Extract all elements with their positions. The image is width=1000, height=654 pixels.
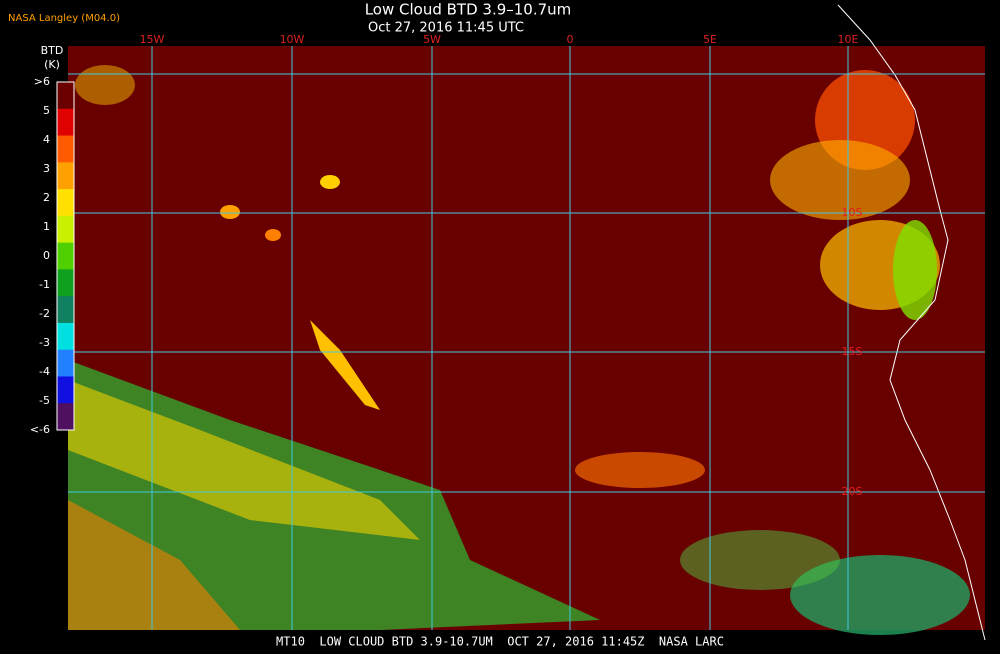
longitude-label: 15W <box>140 33 165 46</box>
colorbar-swatch <box>57 162 74 190</box>
footer: MT10 LOW CLOUD BTD 3.9-10.7UM OCT 27, 20… <box>276 635 724 649</box>
cloud-cell <box>320 175 340 189</box>
cloud-band <box>68 380 420 540</box>
colorbar-frame <box>56 81 75 431</box>
cloud-patch <box>575 452 705 488</box>
longitude-label: 10W <box>280 33 305 46</box>
colorbar-label: 4 <box>43 133 50 146</box>
colorbar-label: 3 <box>43 162 50 175</box>
colorbar-label: 1 <box>43 220 50 233</box>
colorbar-swatch <box>57 296 74 324</box>
colorbar-label: <-6 <box>30 423 50 436</box>
longitude-label: 0 <box>567 33 574 46</box>
colorbar-label: -3 <box>39 336 50 349</box>
longitude-label: 5W <box>423 33 441 46</box>
longitude-label: 5E <box>703 33 717 46</box>
graticule: 15W 10W 5W 0 5E 10E 10S 15S 20S <box>68 33 985 630</box>
cloud-field <box>68 65 970 635</box>
colorbar-label: -4 <box>39 365 50 378</box>
latitude-label: 10S <box>842 206 863 219</box>
colorbar-swatch <box>57 322 74 351</box>
colorbar-label: >6 <box>34 75 50 88</box>
cloud-streak <box>310 320 380 410</box>
cloud-patch <box>75 65 135 105</box>
cloud-patch <box>893 220 937 320</box>
colorbar-label: -2 <box>39 307 50 320</box>
cloud-cell <box>265 229 281 241</box>
latitude-label: 15S <box>842 345 863 358</box>
colorbar-swatch <box>57 269 74 297</box>
cloud-patch <box>680 530 840 590</box>
cloud-patch <box>790 555 970 635</box>
colorbar-swatch <box>57 215 74 244</box>
colorbar-label: 0 <box>43 249 50 262</box>
title: Low Cloud BTD 3.9–10.7um <box>365 1 572 19</box>
colorbar-swatch <box>57 403 74 431</box>
colorbar-swatch <box>57 376 74 404</box>
colorbar-label: -1 <box>39 278 50 291</box>
longitude-label: 10E <box>838 33 859 46</box>
cloud-band <box>68 500 240 630</box>
colorbar-swatch <box>57 189 74 217</box>
colorbar-title: BTD <box>41 44 64 57</box>
colorbar-swatch <box>57 349 74 377</box>
colorbar-label: 5 <box>43 104 50 117</box>
colorbar: >6 5 4 3 2 1 0 -1 -2 -3 -4 -5 <-6 <box>30 75 75 436</box>
cloud-patch <box>770 140 910 220</box>
coastline <box>837 4 986 641</box>
colorbar-swatch <box>57 82 74 110</box>
cloud-cell <box>220 205 240 219</box>
source-label: NASA Langley (M04.0) <box>8 13 120 24</box>
colorbar-unit: (K) <box>44 58 60 71</box>
latitude-label: 20S <box>842 485 863 498</box>
colorbar-swatch <box>57 135 74 163</box>
colorbar-swatch <box>57 242 74 270</box>
colorbar-swatch <box>57 108 74 137</box>
colorbar-label: -5 <box>39 394 50 407</box>
timestamp: Oct 27, 2016 11:45 UTC <box>368 21 524 36</box>
colorbar-label: 2 <box>43 191 50 204</box>
